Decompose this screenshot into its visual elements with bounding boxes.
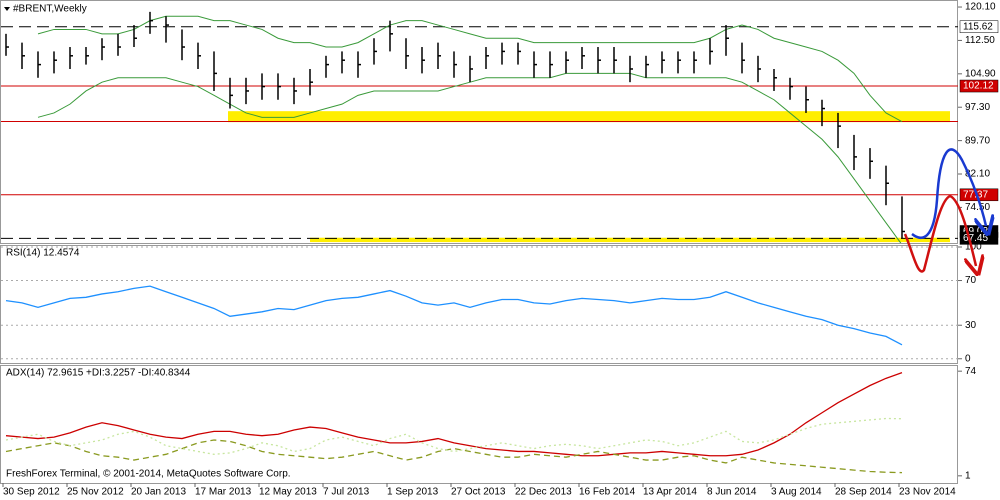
x-tick-label: 3 Aug 2014 [771,487,822,498]
line [5,372,903,457]
x-tick-label: 17 Mar 2013 [195,487,252,498]
rsi-pane [0,245,958,364]
level-label-box [959,20,999,33]
level-label-box [959,79,999,93]
x-tick-label: 30 Sep 2012 [3,487,60,498]
level-label: 115.62 [963,21,993,32]
line [37,72,902,243]
y-tick-label: 74 [965,366,977,377]
y-tick-label: 120.10 [965,2,996,13]
level-label: 102.12 [963,81,994,92]
line [5,417,903,455]
x-tick-label: 20 Jan 2013 [131,487,186,498]
y-tick-label: 89.70 [965,135,990,146]
forecast-arrow [903,194,976,271]
y-tick-label: 74.50 [965,202,990,213]
y-tick-label: 1 [965,470,971,481]
rsi-title: RSI(14) 12.4574 [6,248,80,259]
zone [310,237,950,243]
chart-title: #BRENT,Weekly [13,4,87,15]
y-tick-label: 30 [965,320,977,331]
y-tick-label: 112.50 [965,35,995,46]
x-tick-label: 13 Apr 2014 [643,487,697,498]
zone [228,111,950,123]
forecast-arrow [911,148,986,239]
y-tick-label: 97.30 [965,102,990,113]
level-label: 67.45 [963,233,988,244]
symbol-icon [4,7,10,11]
x-tick-label: 16 Feb 2014 [579,487,636,498]
line [5,439,903,474]
x-tick-label: 27 Oct 2013 [451,487,506,498]
x-tick-label: 25 Nov 2012 [67,487,124,498]
line [37,15,903,123]
y-tick-label: 100 [965,242,982,253]
adx-pane [0,365,958,484]
x-tick-label: 28 Sep 2014 [835,487,892,498]
x-tick-label: 8 Jun 2014 [707,487,757,498]
x-tick-label: 12 May 2013 [259,487,317,498]
line [5,285,903,346]
price-clip [1,11,958,243]
x-tick-label: 22 Dec 2013 [515,487,572,498]
y-tick-label: 82.10 [965,169,990,180]
y-tick-label: 70 [965,275,977,286]
x-tick-label: 23 Nov 2014 [899,487,956,498]
x-tick-label: 1 Sep 2013 [387,487,439,498]
x-tick-label: 7 Jul 2013 [323,487,370,498]
footer: FreshForex Terminal, © 2001-2014, MetaQu… [6,469,291,480]
adx-title: ADX(14) 72.9615 +DI:3.2257 -DI:40.8344 [6,368,191,379]
y-tick-label: 0 [965,353,971,364]
y-tick-label: 104.90 [965,68,996,79]
